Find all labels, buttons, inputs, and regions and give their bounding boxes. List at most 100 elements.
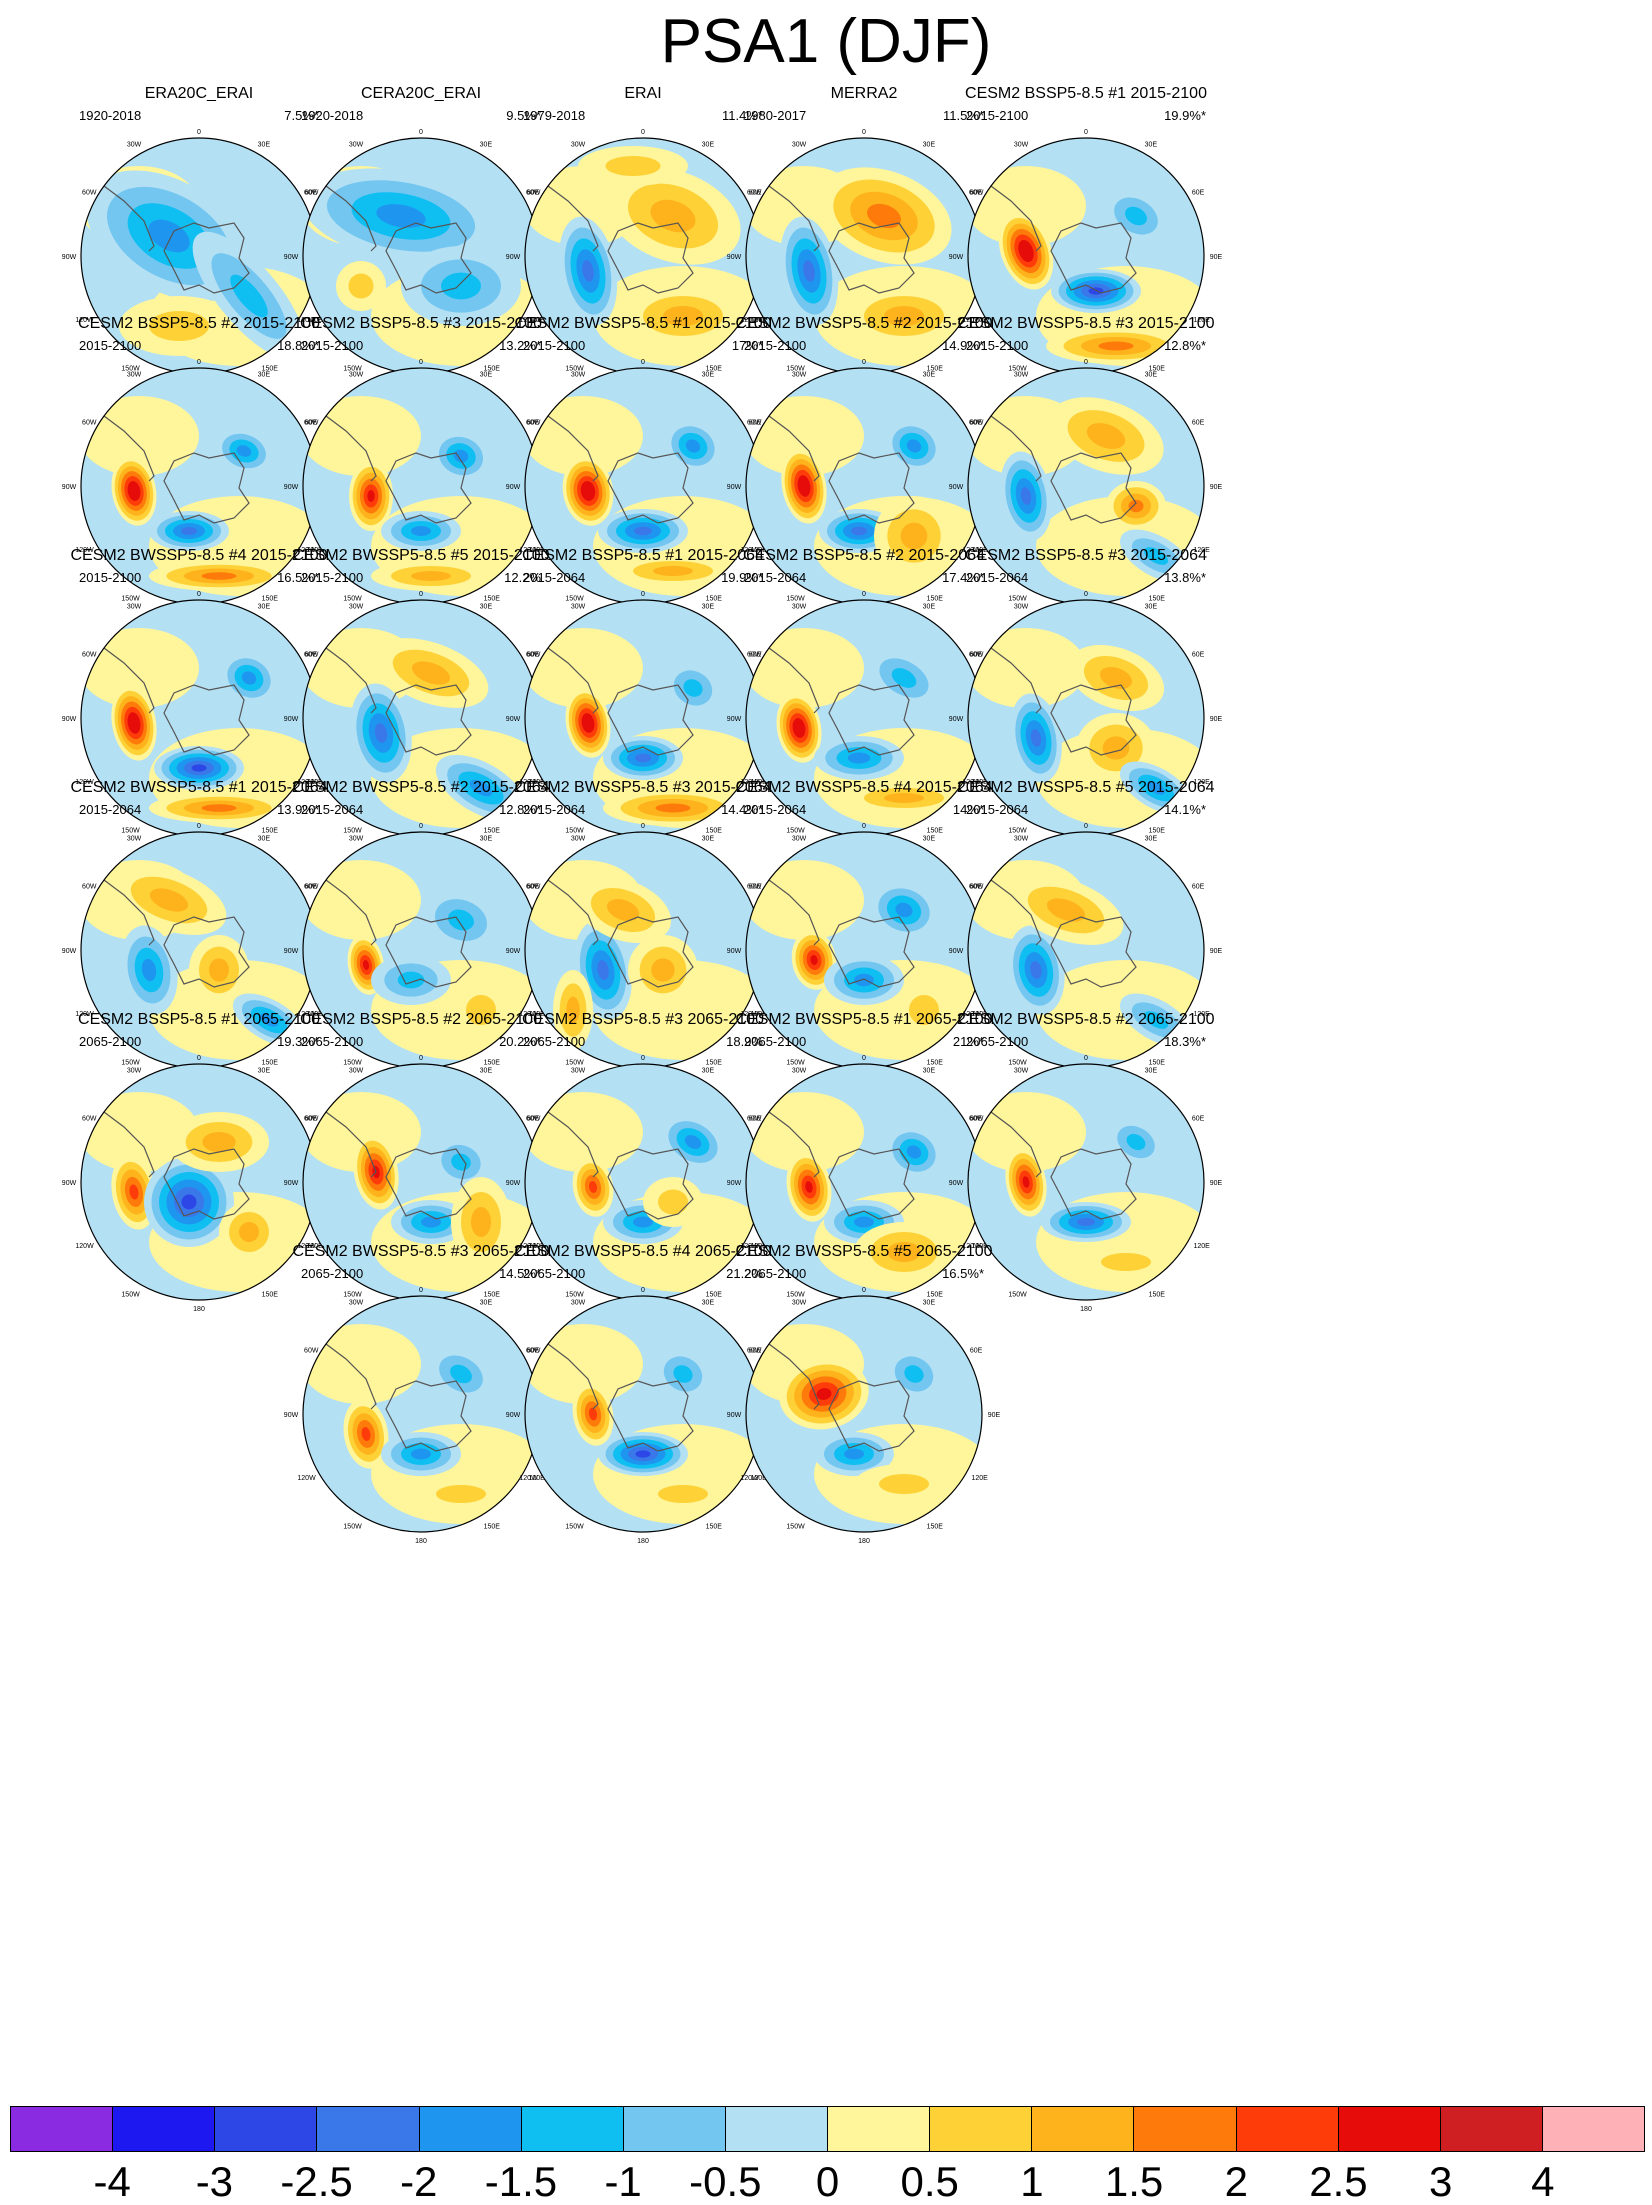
panel-title: ERA20C_ERAI	[144, 85, 254, 102]
lon-tick-label: 120W	[75, 317, 94, 324]
lon-tick-label: 0	[862, 823, 866, 830]
panel-percent: 14%*	[952, 802, 984, 817]
colorbar-label: 2.5	[1309, 2158, 1368, 2205]
negative-anomaly	[448, 909, 474, 931]
colorbar-label: 0.5	[900, 2158, 959, 2205]
lon-tick-label: 120E	[306, 547, 323, 554]
lon-tick-label: 0	[862, 1055, 866, 1062]
lon-tick-label: 60E	[305, 190, 318, 197]
antarctica-coastline	[607, 452, 694, 524]
panel-period: 2015-2064	[966, 570, 1029, 585]
antarctica-coastline	[385, 916, 472, 988]
map-panel: CESM2 BSSP5-8.5 #3 2015-2064 2015-2064 13.…	[936, 546, 1236, 856]
positive-anomaly	[588, 1181, 598, 1193]
lon-tick-label: 120W	[519, 1011, 538, 1018]
lon-tick-label: 60E	[749, 420, 762, 427]
lon-tick-label: 60W	[969, 420, 984, 427]
negative-anomaly	[844, 1448, 864, 1460]
lon-tick-label: 150W	[786, 1523, 805, 1530]
panel-period: 2015-2100	[301, 570, 364, 585]
negative-anomaly	[1143, 1011, 1169, 1029]
negative-anomaly	[181, 1194, 197, 1210]
positive-anomaly	[792, 718, 806, 738]
lon-tick-label: 30E	[702, 1299, 715, 1306]
lon-tick-label: 150E	[927, 1059, 944, 1066]
antarctica-coastline	[163, 1148, 250, 1220]
lon-tick-label: 120E	[1193, 547, 1210, 554]
lon-tick-label: 30E	[923, 1067, 936, 1074]
lon-tick-label: 90W	[62, 948, 77, 955]
lon-tick-label: 60W	[526, 190, 541, 197]
panel-period: 1979-2018	[523, 108, 586, 123]
lon-tick-label: 60W	[82, 884, 97, 891]
lon-tick-label: 90E	[1210, 716, 1223, 723]
lon-tick-label: 60E	[970, 884, 983, 891]
map-panel: CESM2 BWSSP5-8.5 #5 2015-2064 2015-2064 14…	[936, 778, 1236, 1088]
lon-tick-label: 150W	[1008, 595, 1027, 602]
south-america-coastline	[990, 1111, 1042, 1178]
map-panel: CESM2 BSSP5-8.5 #2 2065-2100 2065-2100 20.…	[271, 1010, 571, 1320]
negative-anomaly	[1125, 206, 1147, 226]
panel-percent: 16.5%*	[942, 1266, 984, 1281]
antarctica-coastline	[607, 916, 694, 988]
positive-anomaly	[239, 1222, 259, 1242]
lon-tick-label: 60E	[749, 190, 762, 197]
positive-anomaly	[879, 1474, 929, 1494]
colorbar-segment	[1542, 2107, 1644, 2151]
negative-anomaly	[906, 439, 922, 453]
positive-anomaly	[658, 1189, 688, 1215]
lon-tick-label: 150W	[343, 365, 362, 372]
negative-anomaly	[673, 1365, 693, 1383]
antarctica-coastline	[163, 916, 250, 988]
panel-percent: 21%*	[952, 1034, 984, 1049]
panel-title: CESM2 BWSSP5-8.5 #4 2015-2100	[70, 547, 328, 564]
lon-tick-label: 180	[415, 1538, 427, 1545]
map-panel: CESM2 BWSSP5-8.5 #3 2015-2064 2015-2064 14…	[493, 778, 793, 1088]
panel-percent: 17.4%*	[942, 570, 984, 585]
positive-anomaly	[909, 995, 939, 1025]
lon-tick-label: 150E	[927, 1291, 944, 1298]
panel-period: 2015-2100	[79, 570, 142, 585]
lon-tick-label: 90E	[1210, 1180, 1223, 1187]
lon-tick-label: 150E	[484, 1523, 501, 1530]
lon-tick-label: 90W	[284, 254, 299, 261]
lon-tick-label: 120E	[528, 547, 545, 554]
negative-anomaly	[1146, 781, 1166, 795]
colorbar-segment	[725, 2107, 828, 2151]
negative-anomaly	[450, 1364, 472, 1384]
positive-anomaly	[201, 572, 237, 580]
lon-tick-label: 120E	[528, 317, 545, 324]
antarctica-coastline	[385, 1148, 472, 1220]
colorbar-segment	[11, 2107, 114, 2151]
panel-percent: 11.5%*	[943, 108, 984, 123]
lon-tick-label: 120E	[1193, 1011, 1210, 1018]
lon-tick-label: 30E	[480, 603, 493, 610]
lon-tick-label: 30E	[258, 835, 271, 842]
lon-tick-label: 60W	[747, 884, 762, 891]
map-panel: CESM2 BWSSP5-8.5 #1 2015-2064 2015-2064 13…	[49, 778, 349, 1088]
lon-tick-label: 30W	[1014, 603, 1029, 610]
panel-percent: 14.4%*	[721, 802, 763, 817]
lon-tick-label: 60W	[747, 652, 762, 659]
lon-tick-label: 30W	[571, 371, 586, 378]
lon-tick-label: 150E	[927, 1523, 944, 1530]
lon-tick-label: 180	[193, 1306, 205, 1313]
panel-title: ERAI	[624, 85, 662, 102]
lon-tick-label: 0	[862, 1287, 866, 1294]
lon-tick-label: 30W	[571, 1067, 586, 1074]
lon-tick-label: 30E	[702, 835, 715, 842]
lon-tick-label: 30E	[480, 1299, 493, 1306]
antarctica-coastline	[828, 1148, 915, 1220]
lon-tick-label: 150E	[706, 595, 723, 602]
positive-anomaly	[650, 199, 696, 233]
lon-tick-label: 120E	[1193, 779, 1210, 786]
lon-tick-label: 120E	[971, 547, 988, 554]
negative-anomaly	[635, 1450, 651, 1458]
colorbar-label: 4	[1531, 2158, 1555, 2205]
lon-tick-label: 150E	[262, 1059, 279, 1066]
lon-tick-label: 120E	[750, 317, 767, 324]
south-america-coastline	[768, 647, 820, 714]
